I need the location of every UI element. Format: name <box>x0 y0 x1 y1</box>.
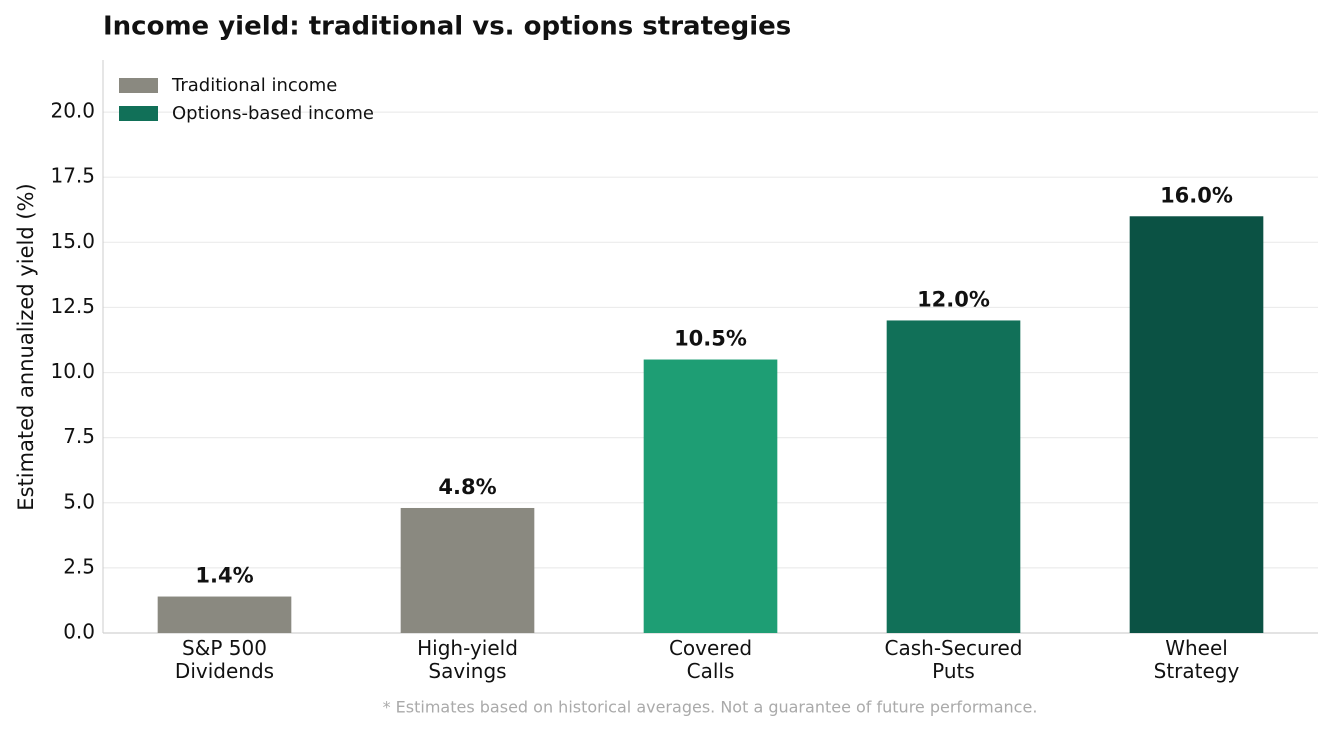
bar <box>886 320 1021 633</box>
bar <box>643 359 778 633</box>
y-tick-label: 10.0 <box>50 359 95 383</box>
y-tick-label: 0.0 <box>63 620 95 644</box>
y-tick-label: 17.5 <box>50 164 95 188</box>
legend-swatch <box>119 78 158 93</box>
x-tick-label-line: S&P 500 <box>182 636 267 660</box>
bar <box>1129 216 1264 634</box>
x-tick-label-line: High-yield <box>417 636 518 660</box>
x-tick-label-line: Dividends <box>175 659 274 683</box>
x-tick-label-line: Cash-Secured <box>885 636 1023 660</box>
y-axis-label: Estimated annualized yield (%) <box>14 183 38 510</box>
chart-title: Income yield: traditional vs. options st… <box>103 12 791 42</box>
x-tick-label: Cash-Secured Puts <box>885 636 1023 683</box>
y-tick-label: 12.5 <box>50 294 95 318</box>
x-tick-label-line: Wheel <box>1165 636 1228 660</box>
x-tick-label-line: Covered <box>669 636 752 660</box>
value-label: 4.8% <box>438 475 496 499</box>
x-tick-label-line: Calls <box>687 659 735 683</box>
value-label: 16.0% <box>1160 183 1233 207</box>
x-tick-label: Wheel Strategy <box>1154 636 1240 683</box>
x-tick-label-line: Puts <box>932 659 975 683</box>
footnote: * Estimates based on historical averages… <box>383 698 1038 717</box>
value-label: 12.0% <box>917 287 990 311</box>
bar <box>400 507 535 633</box>
y-tick-label: 15.0 <box>50 229 95 253</box>
legend-label: Options-based income <box>172 103 374 124</box>
x-tick-label: S&P 500 Dividends <box>175 636 274 683</box>
x-tick-label: Covered Calls <box>669 636 752 683</box>
x-tick-label-line: Savings <box>428 659 506 683</box>
y-tick-label: 7.5 <box>63 424 95 448</box>
bar <box>157 596 292 633</box>
legend-label: Traditional income <box>171 75 337 96</box>
legend-swatch <box>119 106 158 121</box>
y-tick-label: 20.0 <box>50 99 95 123</box>
x-tick-label: High-yield Savings <box>417 636 518 683</box>
value-label: 1.4% <box>195 564 253 588</box>
y-tick-label: 2.5 <box>63 554 95 578</box>
y-tick-label: 5.0 <box>63 489 95 513</box>
x-tick-label-line: Strategy <box>1154 659 1240 683</box>
value-label: 10.5% <box>674 327 747 351</box>
